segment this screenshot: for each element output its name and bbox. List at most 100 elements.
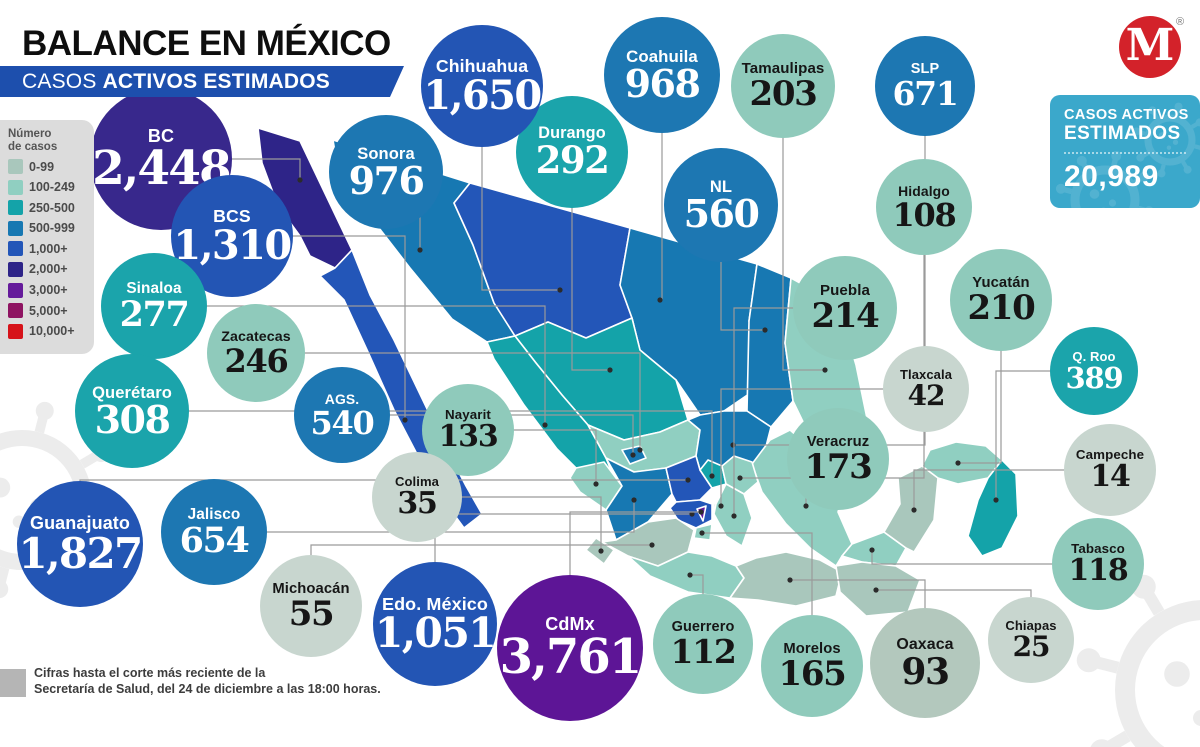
state-value: 1,051: [374, 609, 497, 658]
state-circle-slp: SLP 671: [875, 36, 975, 136]
state-name: SLP: [910, 61, 940, 78]
legend-label: 5,000+: [29, 303, 68, 318]
state-circle-veracruz: Veracruz 173: [787, 408, 889, 510]
subtitle-bold: ACTIVOS ESTIMADOS: [102, 69, 330, 93]
legend-label: 0-99: [29, 159, 55, 174]
state-circle-puebla: Puebla 214: [793, 256, 897, 360]
state-name: Yucatán: [972, 274, 1030, 291]
state-circle-chihuahua: Chihuahua 1,650: [421, 25, 543, 147]
state-name: Chihuahua: [435, 56, 529, 77]
leader-dot-zacatecas: [637, 447, 643, 453]
state-value: 308: [94, 397, 171, 443]
state-value: 93: [901, 650, 950, 693]
leader-dot-hidalgo: [737, 475, 743, 481]
leader-line-zacatecas: [256, 352, 641, 450]
state-value: 25: [1012, 630, 1051, 664]
leader-line-sinaloa: [154, 305, 546, 425]
state-circle-tabasco: Tabasco 118: [1052, 518, 1144, 610]
title-regular: BALANCE EN: [22, 24, 256, 63]
state-circle-guanajuato: Guanajuato 1,827: [17, 481, 143, 607]
state-circle-michoacan: Michoacán 55: [260, 555, 362, 657]
leader-dot-guerrero: [687, 572, 693, 578]
state-circle-hidalgo: Hidalgo 108: [876, 159, 972, 255]
state-name: Tlaxcala: [899, 367, 953, 383]
leader-dot-chihuahua: [557, 287, 563, 293]
subtitle-bar: CASOS ACTIVOS ESTIMADOS: [0, 66, 404, 97]
legend-item: 3,000+: [8, 282, 88, 298]
legend-swatch: [8, 261, 23, 277]
leader-dot-yucatan: [955, 460, 961, 466]
state-name: Veracruz: [806, 433, 870, 450]
legend-item: 100-249: [8, 179, 88, 195]
leader-line-colima: [417, 496, 602, 551]
state-name: BCS: [213, 206, 251, 227]
leader-dot-chiapas: [873, 587, 879, 593]
state-name: Q. Roo: [1072, 348, 1116, 364]
state-value: 108: [892, 195, 957, 234]
state-circle-coahuila: Coahuila 968: [604, 17, 720, 133]
legend-item: 2,000+: [8, 261, 88, 277]
state-name: Nayarit: [445, 407, 491, 423]
state-name: Guerrero: [671, 619, 735, 636]
legend-swatch: [8, 282, 23, 298]
state-name: CdMx: [545, 614, 595, 635]
state-circle-oaxaca: Oaxaca 93: [870, 608, 980, 718]
legend-item: 500-999: [8, 220, 88, 236]
state-value: 35: [397, 486, 438, 522]
state-name: AGS.: [324, 391, 360, 407]
state-circle-queretaro: Querétaro 308: [75, 354, 189, 468]
state-name: BC: [147, 125, 175, 146]
leader-dot-sinaloa: [542, 422, 548, 428]
state-value: 133: [438, 419, 498, 455]
state-value: 173: [804, 447, 873, 488]
state-value: 210: [967, 288, 1036, 329]
legend-label: 3,000+: [29, 283, 68, 298]
legend-label: 250-500: [29, 200, 75, 215]
state-value: 246: [224, 341, 289, 380]
virus-watermark: [1055, 150, 1153, 208]
legend-swatch: [8, 179, 23, 195]
leader-dot-morelos: [699, 530, 705, 536]
footer-note: Cifras hasta el corte más reciente de la…: [34, 666, 381, 696]
leader-dot-oaxaca: [787, 577, 793, 583]
map-state-qroo: [967, 459, 1019, 557]
state-circle-zacatecas: Zacatecas 246: [207, 304, 305, 402]
leader-line-tabasco: [871, 550, 1098, 565]
state-name: Zacatecas: [221, 328, 291, 345]
leader-dot-colima: [598, 548, 604, 554]
legend-label: 2,000+: [29, 262, 68, 277]
leader-dot-bcs: [402, 417, 408, 423]
leader-dot-sonora: [417, 247, 423, 253]
state-circle-campeche: Campeche 14: [1064, 424, 1156, 516]
legend-item: 0-99: [8, 159, 88, 174]
state-circle-cdmx: CdMx 3,761: [497, 575, 643, 721]
legend: Número de casos 0-99 100-249 250-500 500-999…: [0, 120, 94, 354]
state-name: Querétaro: [92, 382, 172, 402]
state-circle-qroo: Q. Roo 389: [1050, 327, 1138, 415]
leader-dot-nayarit: [593, 481, 599, 487]
title-bold: MÉXICO: [255, 24, 392, 63]
leader-dot-puebla: [731, 513, 737, 519]
milenio-logo[interactable]: M: [1119, 16, 1181, 78]
state-circle-morelos: Morelos 165: [761, 615, 863, 717]
state-value: 277: [119, 293, 190, 335]
state-value: 968: [624, 61, 701, 107]
total-cases-value: 20,989: [1064, 160, 1159, 193]
state-name: Jalisco: [187, 505, 241, 523]
legend-label: 1,000+: [29, 241, 68, 256]
leader-dot-guanajuato: [685, 477, 691, 483]
state-value: 42: [907, 379, 946, 413]
state-name: Sinaloa: [126, 279, 182, 297]
state-name: NL: [709, 176, 733, 196]
state-value: 14: [1090, 459, 1131, 495]
state-value: 118: [1068, 553, 1128, 589]
legend-label: 10,000+: [29, 324, 75, 339]
page-title: BALANCE EN MÉXICO: [22, 24, 391, 64]
state-name: Durango: [538, 124, 606, 143]
legend-list: 0-99 100-249 250-500 500-999 1,000+ 2,000+ 3,0…: [8, 159, 88, 339]
total-box-divider: [1064, 152, 1186, 154]
leader-dot-edomex: [689, 511, 695, 517]
state-value: 3,761: [499, 629, 643, 686]
leader-line-durango: [571, 152, 610, 371]
